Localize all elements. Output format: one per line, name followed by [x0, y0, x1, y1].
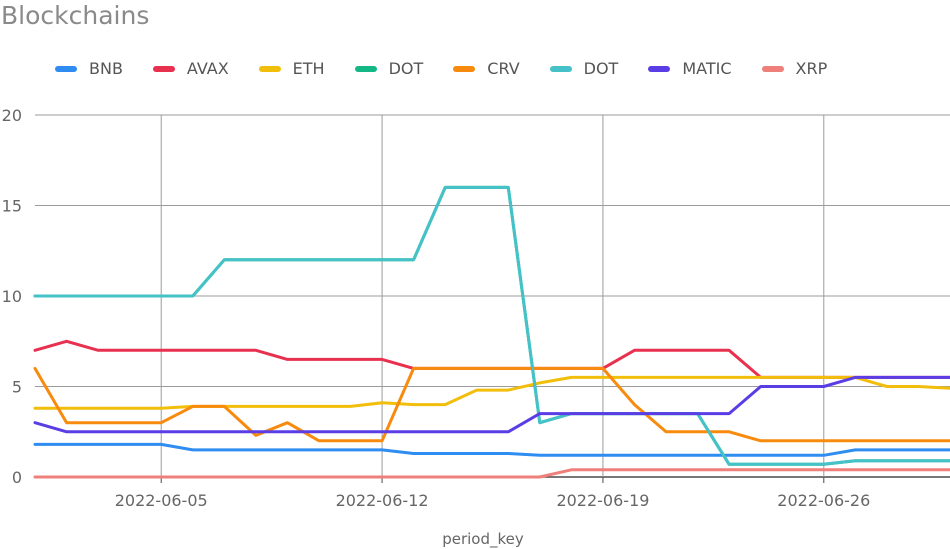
legend-item-bnb[interactable]: BNB	[55, 59, 123, 78]
series-lines	[33, 185, 950, 479]
legend-label: MATIC	[682, 59, 732, 78]
x-axis-ticks: 2022-06-05 2022-06-12 2022-06-19 2022-06-26	[115, 491, 871, 510]
series-line-eth-2[interactable]	[33, 375, 950, 410]
legend-swatch	[55, 65, 77, 72]
legend-item-matic[interactable]: MATIC	[648, 59, 732, 78]
legend-swatch	[152, 65, 175, 72]
y-tick-label: 0	[12, 468, 22, 487]
legend-swatch	[761, 65, 784, 72]
y-tick-label: 5	[12, 378, 22, 397]
y-tick-label: 10	[2, 287, 22, 306]
legend-item-xrp[interactable]: XRP	[761, 59, 828, 78]
series-line-bnb-0[interactable]	[33, 442, 950, 457]
y-tick-label: 20	[2, 106, 22, 125]
y-tick-label: 15	[2, 197, 22, 216]
legend-label: DOT	[583, 59, 619, 78]
series-line-matic-6[interactable]	[33, 375, 950, 434]
legend-item-dot[interactable]: DOT	[354, 59, 424, 78]
legend-swatch	[258, 65, 281, 72]
legend-item-dot[interactable]: DOT	[549, 59, 619, 78]
x-tick-label: 2022-06-12	[336, 491, 429, 510]
legend-item-avax[interactable]: AVAX	[152, 59, 229, 78]
x-tick-label: 2022-06-19	[556, 491, 649, 510]
legend-item-eth[interactable]: ETH	[258, 59, 325, 78]
x-axis-title: period_key	[442, 530, 524, 549]
legend-label: CRV	[487, 59, 520, 78]
legend-swatch	[648, 65, 671, 72]
legend-label: AVAX	[186, 59, 229, 78]
series-line-crv-4[interactable]	[33, 366, 950, 443]
y-axis-ticks: 0 5 10 15 20	[2, 106, 22, 487]
series-line-dot-3[interactable]	[33, 185, 950, 466]
legend-swatch	[453, 65, 476, 72]
x-tick-label: 2022-06-05	[115, 491, 208, 510]
series-line-dot-5[interactable]	[33, 185, 950, 466]
chart-title: Blockchains	[1, 1, 150, 30]
series-line-xrp-7[interactable]	[33, 468, 950, 479]
chart-legend: BNB AVAX ETH DOT CRV DOT MATIC XRP	[55, 59, 857, 78]
legend-label: BNB	[89, 59, 123, 78]
series-line-avax-1[interactable]	[33, 339, 950, 379]
x-tick-label: 2022-06-26	[777, 491, 870, 510]
legend-label: ETH	[292, 59, 325, 78]
legend-item-crv[interactable]: CRV	[453, 59, 520, 78]
legend-swatch	[354, 65, 377, 72]
grid-lines	[35, 114, 950, 483]
legend-label: DOT	[388, 59, 424, 78]
legend-swatch	[549, 65, 572, 72]
legend-label: XRP	[795, 59, 828, 78]
